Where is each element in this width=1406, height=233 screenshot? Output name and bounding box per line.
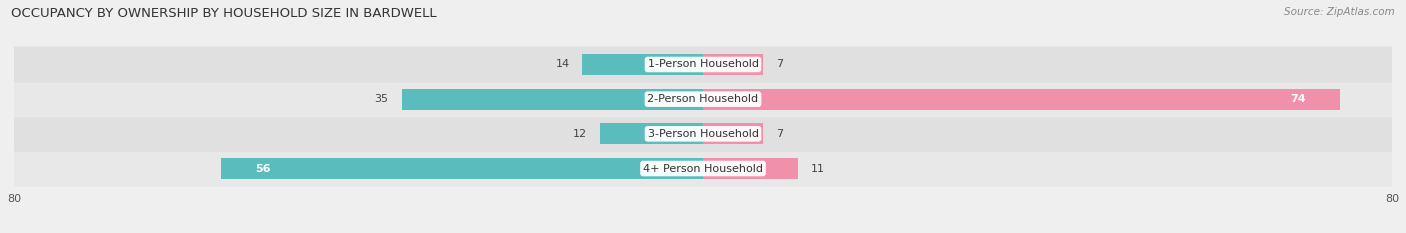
Bar (703, 54, 763, 75)
Text: 56: 56 (256, 164, 271, 174)
Bar (703, 123, 763, 144)
Text: 12: 12 (572, 129, 586, 139)
Text: 74: 74 (1291, 94, 1306, 104)
Text: OCCUPANCY BY OWNERSHIP BY HOUSEHOLD SIZE IN BARDWELL: OCCUPANCY BY OWNERSHIP BY HOUSEHOLD SIZE… (11, 7, 437, 20)
Text: Source: ZipAtlas.com: Source: ZipAtlas.com (1284, 7, 1395, 17)
Text: 11: 11 (811, 164, 825, 174)
Text: 2-Person Household: 2-Person Household (647, 94, 759, 104)
Bar (703, 89, 1340, 110)
FancyBboxPatch shape (14, 46, 1392, 82)
FancyBboxPatch shape (14, 151, 1392, 187)
Bar (599, 123, 703, 144)
Bar (221, 158, 703, 179)
Text: 3-Person Household: 3-Person Household (648, 129, 758, 139)
Text: 14: 14 (555, 59, 569, 69)
FancyBboxPatch shape (14, 116, 1392, 152)
Bar (703, 158, 797, 179)
Text: 1-Person Household: 1-Person Household (648, 59, 758, 69)
Bar (582, 54, 703, 75)
Text: 7: 7 (776, 129, 783, 139)
Text: 35: 35 (374, 94, 388, 104)
Text: 4+ Person Household: 4+ Person Household (643, 164, 763, 174)
FancyBboxPatch shape (14, 81, 1392, 117)
Bar (402, 89, 703, 110)
Text: 7: 7 (776, 59, 783, 69)
